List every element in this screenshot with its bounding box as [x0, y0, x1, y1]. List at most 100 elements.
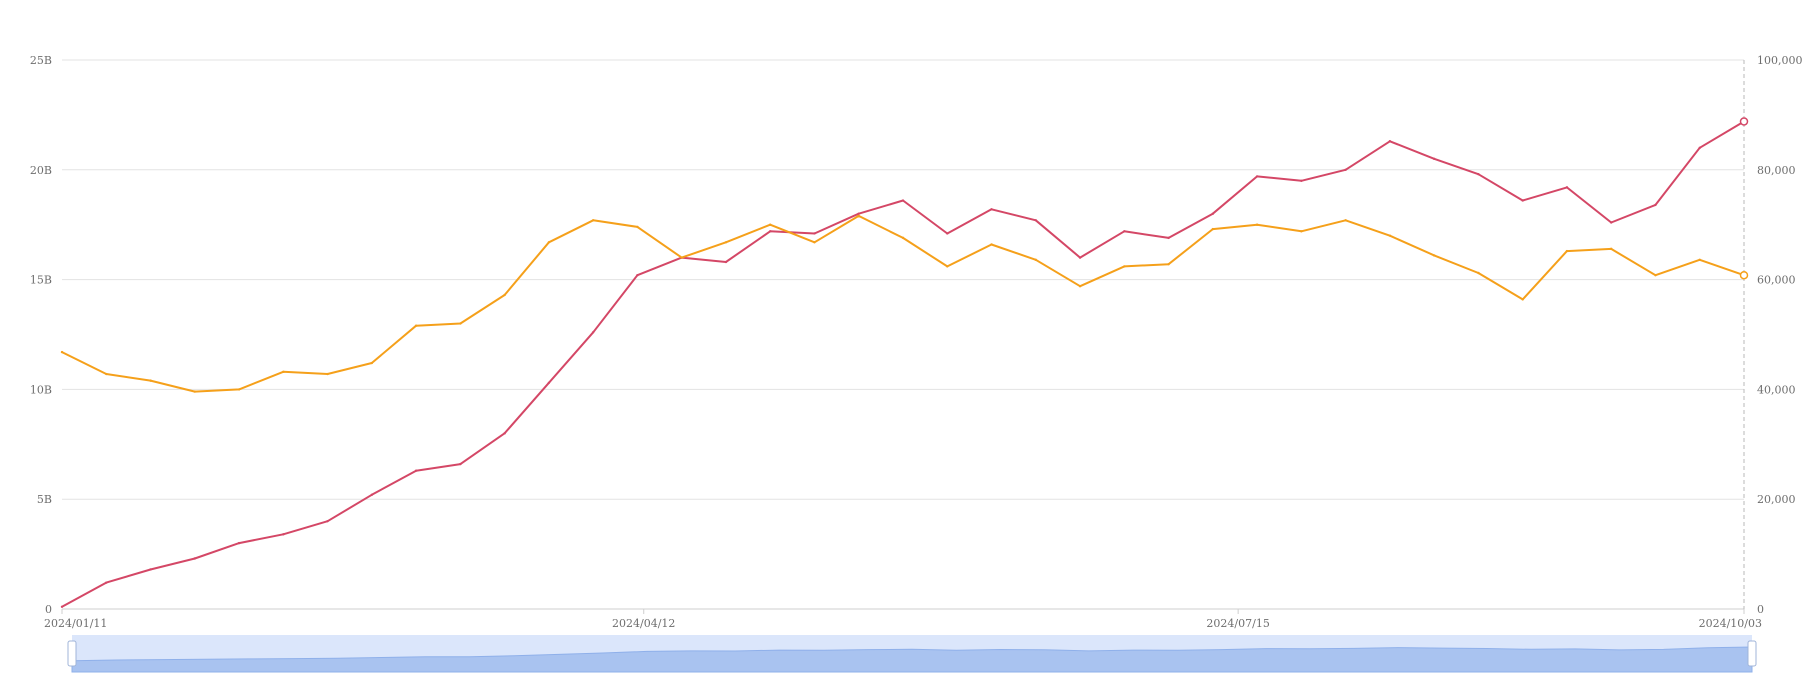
- series-2-point[interactable]: [1565, 249, 1569, 253]
- series-1-point[interactable]: [414, 469, 418, 472]
- y-right-tick-label: 20,000: [1757, 493, 1796, 506]
- y-left-tick-label: 10B: [30, 383, 52, 396]
- series-1-point[interactable]: [813, 232, 816, 235]
- series-1-point[interactable]: [60, 605, 64, 609]
- series-2-point[interactable]: [193, 390, 196, 393]
- series-2-point[interactable]: [1477, 271, 1480, 275]
- zoom-handle-left[interactable]: [67, 640, 77, 667]
- y-right-tick-label: 100,000: [1757, 54, 1803, 67]
- series-2-point[interactable]: [459, 322, 462, 325]
- series-2-point[interactable]: [1167, 263, 1170, 266]
- series-2-point[interactable]: [547, 241, 551, 244]
- series-2-point[interactable]: [946, 265, 949, 268]
- series-2-point[interactable]: [237, 388, 241, 391]
- x-tick-label: 2024/07/15: [1206, 617, 1269, 630]
- series-1-point[interactable]: [946, 232, 949, 235]
- series-2-point[interactable]: [1078, 284, 1082, 288]
- series-1-point[interactable]: [193, 557, 196, 560]
- series-2-point[interactable]: [769, 223, 772, 226]
- series-2-point[interactable]: [1432, 254, 1436, 257]
- series-2-point[interactable]: [1521, 298, 1524, 301]
- series-1-point[interactable]: [857, 212, 860, 215]
- series-2-point[interactable]: [1344, 219, 1347, 222]
- data-zoom-slider[interactable]: [67, 635, 1757, 673]
- series-2-point[interactable]: [680, 256, 683, 259]
- series-1-point[interactable]: [370, 493, 374, 497]
- series-1-point[interactable]: [1654, 203, 1657, 207]
- series-2-point[interactable]: [326, 372, 329, 376]
- y-left-tick-label: 15B: [30, 274, 52, 287]
- series-1-point[interactable]: [1034, 219, 1037, 222]
- series-2-point[interactable]: [724, 241, 728, 244]
- series-1-point[interactable]: [326, 519, 329, 523]
- series-2-point[interactable]: [282, 370, 285, 374]
- series-2-point[interactable]: [1034, 258, 1037, 262]
- zoom-handle-right[interactable]: [1747, 640, 1757, 667]
- series-1-point[interactable]: [1300, 179, 1303, 182]
- series-1-point[interactable]: [769, 230, 772, 233]
- series-1-point[interactable]: [1388, 140, 1392, 143]
- series-2-point[interactable]: [1739, 270, 1749, 280]
- series-1-point[interactable]: [724, 260, 728, 264]
- series-1-point[interactable]: [149, 568, 152, 571]
- series-1-point[interactable]: [1565, 186, 1569, 189]
- series-1-point[interactable]: [1521, 199, 1524, 202]
- series-2-point[interactable]: [901, 236, 905, 240]
- series-2-point[interactable]: [990, 243, 993, 246]
- x-tick-label: 2024/04/12: [612, 617, 675, 630]
- series-2-point[interactable]: [503, 293, 506, 297]
- series-1-point[interactable]: [1477, 172, 1480, 176]
- series-1-point[interactable]: [1739, 117, 1749, 126]
- series-1-point[interactable]: [503, 432, 506, 435]
- x-tick-label: 2024/10/03: [1699, 617, 1762, 630]
- x-tick-label: 2024/01/11: [44, 617, 107, 630]
- zoom-preview-area: [71, 646, 1753, 673]
- y-right-tick-label: 60,000: [1757, 274, 1796, 287]
- series-1-point[interactable]: [636, 274, 639, 277]
- series-2-point[interactable]: [370, 361, 374, 365]
- series-1-point[interactable]: [591, 331, 595, 334]
- series-1-point[interactable]: [990, 208, 993, 211]
- series-2-point[interactable]: [636, 225, 639, 229]
- series-1-point[interactable]: [901, 199, 905, 202]
- series-2-line[interactable]: [61, 214, 1745, 393]
- series-1-point[interactable]: [1211, 212, 1215, 215]
- series-2-point[interactable]: [149, 379, 152, 382]
- series-1-point[interactable]: [1698, 146, 1701, 150]
- series-2-point[interactable]: [1654, 274, 1657, 277]
- series-2-point[interactable]: [1610, 247, 1613, 251]
- y-right-tick-label: 80,000: [1757, 164, 1796, 177]
- series-2-point[interactable]: [1698, 258, 1701, 262]
- series-1-point[interactable]: [1610, 221, 1613, 224]
- series-1-point[interactable]: [1432, 157, 1436, 161]
- series-1-point[interactable]: [1078, 256, 1082, 259]
- series-2-point[interactable]: [857, 214, 860, 218]
- series-1-point[interactable]: [459, 462, 462, 466]
- series-2-point[interactable]: [1388, 234, 1392, 237]
- series-1-line[interactable]: [61, 120, 1745, 608]
- series-1-point[interactable]: [1344, 168, 1347, 171]
- series-2-point[interactable]: [591, 219, 595, 222]
- series-2-point[interactable]: [1123, 265, 1126, 268]
- series-2-point[interactable]: [813, 241, 816, 244]
- series-1-point[interactable]: [1255, 175, 1259, 178]
- series-2-point[interactable]: [414, 324, 418, 327]
- y-right-tick-label: 0: [1757, 603, 1764, 616]
- series-1-point[interactable]: [547, 381, 551, 385]
- series-2-point[interactable]: [1255, 223, 1259, 226]
- series-2-point[interactable]: [1211, 227, 1215, 231]
- series-1-point[interactable]: [1167, 236, 1170, 240]
- series-2-point[interactable]: [105, 372, 108, 376]
- series-1-point[interactable]: [282, 533, 285, 536]
- y-left-tick-label: 25B: [30, 54, 52, 67]
- series-2-point[interactable]: [1300, 230, 1303, 233]
- series-lines[interactable]: [60, 117, 1749, 609]
- series-2-point[interactable]: [60, 350, 64, 354]
- series-1-point[interactable]: [105, 581, 108, 584]
- series-1-point[interactable]: [237, 541, 241, 545]
- series-1-point[interactable]: [1123, 230, 1126, 233]
- y-left-tick-label: 0: [45, 603, 52, 616]
- y-right-tick-label: 40,000: [1757, 383, 1796, 396]
